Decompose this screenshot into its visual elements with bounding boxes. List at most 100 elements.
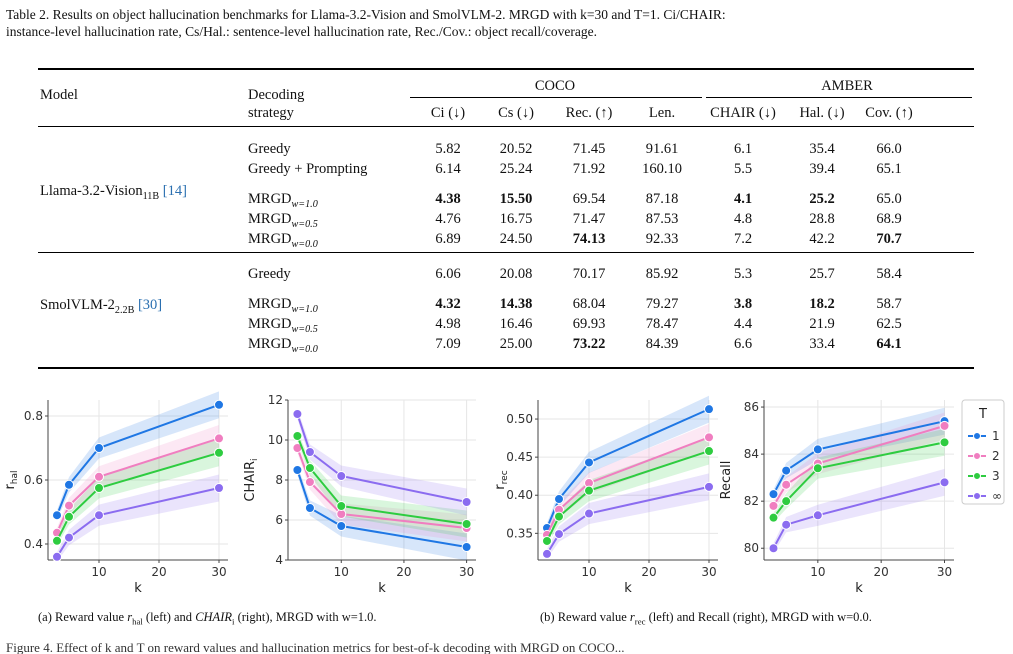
data-point — [704, 446, 714, 457]
table-cell: 20.52 — [499, 141, 533, 157]
metric-header: CHAIR (↓) — [710, 105, 776, 121]
confidence-band — [57, 424, 219, 538]
metric-header: Cov. (↑) — [865, 105, 913, 121]
metric-header: Ci (↓) — [430, 105, 466, 121]
confidence-band — [773, 428, 945, 523]
table-cell: 78.47 — [645, 316, 679, 332]
top-rule — [38, 68, 974, 70]
data-point — [214, 433, 224, 444]
bottom-rule — [38, 367, 974, 369]
data-point — [704, 432, 714, 443]
model-name: Llama-3.2-Vision11B [14] — [40, 183, 187, 202]
table-cell: 6.89 — [435, 231, 461, 247]
table-cell: 69.93 — [572, 316, 606, 332]
x-tick-label: 10 — [810, 565, 825, 579]
data-point — [304, 503, 315, 513]
y-tick-label: 0.8 — [24, 409, 43, 423]
table-cell: 33.4 — [809, 336, 835, 352]
table-cell: 14.38 — [499, 296, 533, 312]
table-cell: 16.75 — [499, 211, 533, 227]
data-point — [781, 465, 792, 476]
data-point — [584, 485, 594, 496]
series-line — [296, 435, 467, 525]
figure-caption-cut: Figure 4. Effect of k and T on reward va… — [6, 640, 625, 654]
table-cell: 15.50 — [499, 191, 533, 207]
confidence-band — [547, 473, 709, 559]
table-cell: 5.5 — [733, 161, 753, 177]
table-cell: 4.32 — [435, 296, 461, 312]
table-cell: 62.5 — [876, 316, 902, 332]
metric-header: Hal. (↓) — [799, 105, 845, 121]
legend-marker — [973, 492, 981, 500]
strategy-label: MRGDw=0.5 — [248, 211, 318, 230]
series-line — [546, 436, 710, 536]
x-tick-label: 30 — [937, 565, 952, 579]
data-point — [704, 404, 714, 415]
subcaption-b: (b) Reward value rrec (left) and Recall … — [540, 610, 872, 627]
series-line — [56, 451, 220, 542]
table-cell: 4.76 — [435, 211, 461, 227]
data-point — [554, 511, 564, 522]
series-line — [772, 481, 945, 549]
table-cell: 4.8 — [733, 211, 753, 227]
table-cell: 68.04 — [572, 296, 606, 312]
data-point — [64, 511, 74, 522]
table-cell: 4.1 — [733, 191, 753, 207]
data-point — [768, 512, 779, 523]
data-point — [94, 483, 104, 493]
strategy-label: Greedy — [248, 141, 291, 157]
data-point — [64, 500, 74, 511]
data-point — [554, 529, 564, 540]
data-point — [214, 447, 224, 458]
x-tick-label: 30 — [459, 565, 474, 579]
table-cell: 79.27 — [645, 296, 679, 312]
confidence-band — [547, 395, 709, 533]
table-cell: 71.47 — [572, 211, 606, 227]
table-cell: 6.1 — [733, 141, 753, 157]
legend-marker — [973, 472, 981, 480]
x-tick-label: 20 — [874, 565, 889, 579]
data-point — [214, 399, 224, 410]
axes: 0.35 0.40 0.45 0.50 10 20 30 k rrec — [493, 395, 718, 596]
y-axis-label: CHAIRi — [243, 458, 260, 501]
table-cell: 21.9 — [809, 316, 835, 332]
x-tick-label: 30 — [701, 565, 716, 579]
table-cell: 58.4 — [876, 266, 902, 282]
strategy-label: MRGDw=0.5 — [248, 316, 318, 335]
data-point — [336, 521, 347, 531]
confidence-band — [773, 468, 945, 554]
y-tick-label: 0.35 — [506, 526, 533, 540]
series-line — [546, 450, 710, 542]
table-cell: 64.1 — [876, 336, 902, 352]
table-cell: 91.61 — [645, 141, 679, 157]
header-strategy-2: strategy — [248, 105, 294, 121]
strategy-label: MRGDw=1.0 — [248, 296, 318, 315]
legend-marker — [973, 452, 981, 460]
table-cell: 65.0 — [876, 191, 902, 207]
x-tick-label: 20 — [641, 565, 656, 579]
series-line — [772, 424, 945, 507]
plot-recall: 80 82 84 86 10 20 30 k Recall T 1 2 3 ∞ — [719, 394, 1010, 609]
header-amber: AMBER — [821, 78, 873, 94]
header-rule — [38, 126, 974, 127]
y-tick-label: 0.4 — [24, 537, 43, 551]
data-point — [64, 532, 74, 543]
x-tick-label: 10 — [334, 565, 349, 579]
data-point — [781, 519, 792, 530]
plot-r-hal: 0.4 0.6 0.8 10 20 30 k rhal — [0, 391, 250, 609]
x-tick-label: 20 — [151, 565, 166, 579]
axes: 4 6 8 10 12 10 20 30 k CHAIRi — [243, 393, 476, 596]
confidence-band — [57, 391, 219, 520]
data-point — [52, 551, 62, 562]
data-point — [336, 501, 347, 511]
series-line — [296, 469, 467, 548]
axes: 80 82 84 86 10 20 30 k Recall — [719, 400, 954, 596]
table-cell: 25.2 — [809, 191, 835, 207]
table-cell: 84.39 — [645, 336, 679, 352]
data-point — [554, 494, 564, 505]
amber-underline — [706, 97, 972, 98]
series-line — [772, 420, 945, 495]
table-cell: 92.33 — [645, 231, 679, 247]
data-point — [939, 437, 950, 448]
data-point — [461, 542, 472, 552]
